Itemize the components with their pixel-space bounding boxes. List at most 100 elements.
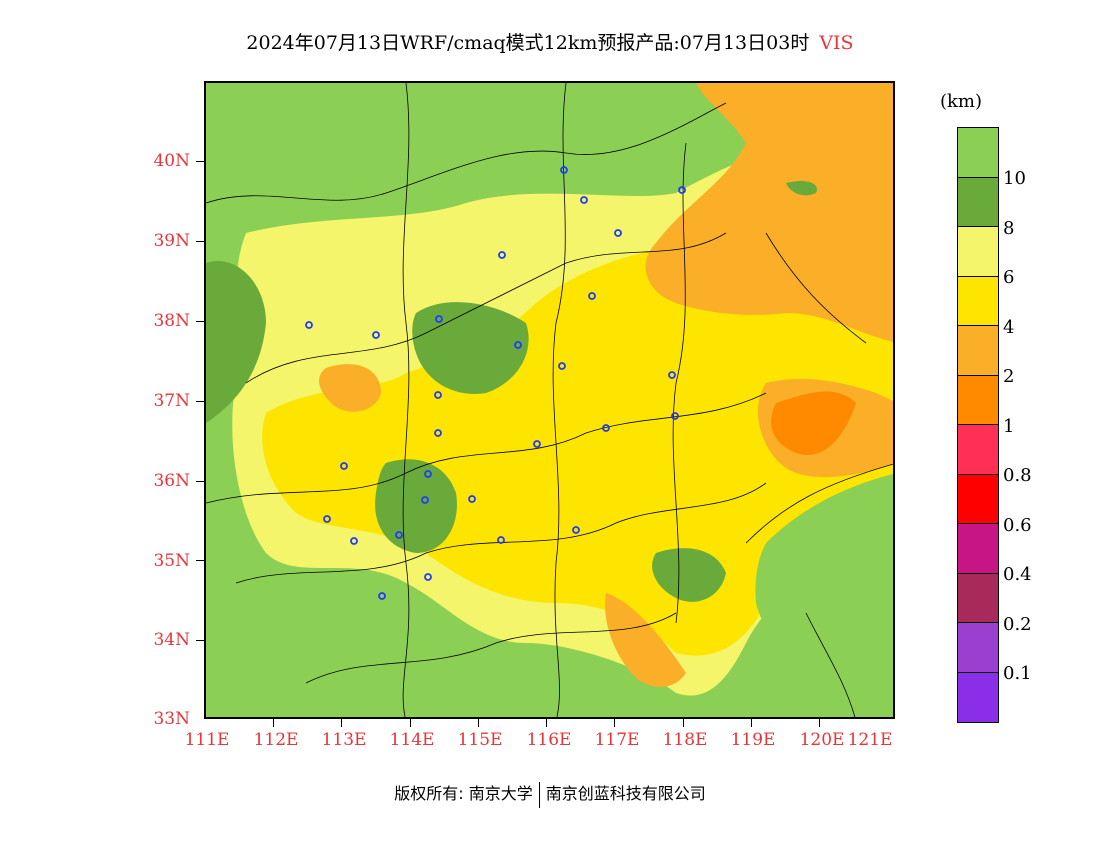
legend-swatch xyxy=(958,375,998,425)
lon-label-119e: 119E xyxy=(730,730,776,750)
legend-swatch xyxy=(958,573,998,623)
city-marker xyxy=(602,424,610,432)
lon-label-121e: 121E xyxy=(847,730,893,750)
city-marker xyxy=(434,391,442,399)
legend-label: 0.1 xyxy=(1003,663,1032,684)
city-marker xyxy=(372,331,380,339)
lat-tick xyxy=(196,401,204,402)
legend-swatch xyxy=(958,276,998,326)
field-vis-8-10-northeast xyxy=(786,181,817,196)
title-variable: VIS xyxy=(819,32,854,54)
city-marker xyxy=(340,462,348,470)
field-vis-8-10-west xyxy=(206,261,266,423)
city-marker xyxy=(498,251,506,259)
city-marker xyxy=(497,536,505,544)
legend-label: 8 xyxy=(1003,218,1015,239)
copyright-right: 南京创蓝科技有限公司 xyxy=(545,784,706,803)
lat-label-34n: 34N xyxy=(153,630,190,650)
admin-boundaries xyxy=(206,83,893,717)
chart-title: 2024年07月13日WRF/cmaq模式12km预报产品:07月13日03时 V… xyxy=(0,28,1100,55)
lon-tick xyxy=(478,719,479,727)
city-marker xyxy=(533,440,541,448)
city-marker xyxy=(424,573,432,581)
city-marker xyxy=(614,229,622,237)
lon-label-112e: 112E xyxy=(253,730,299,750)
city-marker xyxy=(434,429,442,437)
city-marker xyxy=(560,166,568,174)
field-vis-8-10-southwest xyxy=(375,459,457,553)
city-marker xyxy=(468,495,476,503)
lat-label-39n: 39N xyxy=(153,231,190,251)
lon-label-113e: 113E xyxy=(321,730,367,750)
city-markers xyxy=(305,166,686,600)
lon-tick xyxy=(683,719,684,727)
lon-label-114e: 114E xyxy=(389,730,435,750)
city-marker xyxy=(678,186,686,194)
lat-tick xyxy=(196,560,204,561)
city-marker xyxy=(588,292,596,300)
field-vis-4-6 xyxy=(262,238,893,656)
legend-label: 1 xyxy=(1003,416,1015,437)
legend-swatch xyxy=(958,474,998,524)
legend-label: 0.8 xyxy=(1003,465,1032,486)
city-marker xyxy=(558,362,566,370)
field-vis-1-2 xyxy=(771,391,856,455)
lat-label-35n: 35N xyxy=(153,551,190,571)
lat-tick xyxy=(196,481,204,482)
legend-unit: (km) xyxy=(940,91,983,112)
city-marker xyxy=(580,196,588,204)
field-vis-8-10-south xyxy=(652,548,726,602)
city-marker xyxy=(435,315,443,323)
lon-label-115e: 115E xyxy=(457,730,503,750)
lon-tick xyxy=(410,719,411,727)
lat-tick xyxy=(196,241,204,242)
city-marker xyxy=(378,592,386,600)
field-sea-southeast xyxy=(755,474,893,717)
field-vis-2-4-northeast xyxy=(645,83,893,342)
color-legend xyxy=(957,127,999,723)
city-marker xyxy=(514,341,522,349)
legend-swatch xyxy=(958,623,998,673)
city-marker xyxy=(395,531,403,539)
city-marker xyxy=(305,321,313,329)
legend-swatch xyxy=(958,227,998,277)
city-marker xyxy=(572,526,580,534)
footer-divider xyxy=(538,781,540,808)
lat-label-38n: 38N xyxy=(153,311,190,331)
visibility-field xyxy=(206,83,893,717)
city-marker xyxy=(323,515,331,523)
lon-tick xyxy=(341,719,342,727)
city-marker xyxy=(668,371,676,379)
forecast-map xyxy=(204,81,895,719)
legend-swatch xyxy=(958,177,998,227)
legend-label: 0.4 xyxy=(1003,564,1032,585)
legend-swatch xyxy=(958,524,998,574)
city-marker xyxy=(421,496,429,504)
lat-label-33n: 33N xyxy=(153,709,190,729)
city-marker xyxy=(350,537,358,545)
legend-label: 2 xyxy=(1003,366,1015,387)
lon-label-116e: 116E xyxy=(526,730,572,750)
lon-tick xyxy=(751,719,752,727)
legend-label: 0.6 xyxy=(1003,515,1032,536)
legend-label: 10 xyxy=(1003,168,1026,189)
lon-tick xyxy=(546,719,547,727)
legend-label: 0.2 xyxy=(1003,614,1032,635)
copyright-footer: 版权所有: 南京大学 南京创蓝科技有限公司 xyxy=(0,780,1100,808)
legend-swatch xyxy=(958,425,998,475)
lon-tick xyxy=(819,719,820,727)
lon-tick xyxy=(614,719,615,727)
copyright-left: 版权所有: 南京大学 xyxy=(394,784,533,803)
city-marker xyxy=(424,470,432,478)
lat-tick xyxy=(196,321,204,322)
lon-label-120e: 120E xyxy=(799,730,845,750)
title-main: 2024年07月13日WRF/cmaq模式12km预报产品:07月13日03时 xyxy=(246,32,810,54)
city-marker xyxy=(671,412,679,420)
legend-label: 4 xyxy=(1003,317,1015,338)
lat-label-37n: 37N xyxy=(153,391,190,411)
field-vis-2-4-south xyxy=(605,593,686,688)
lat-label-40n: 40N xyxy=(153,151,190,171)
lon-label-118e: 118E xyxy=(662,730,708,750)
legend-swatch xyxy=(958,128,998,178)
lat-tick xyxy=(196,161,204,162)
